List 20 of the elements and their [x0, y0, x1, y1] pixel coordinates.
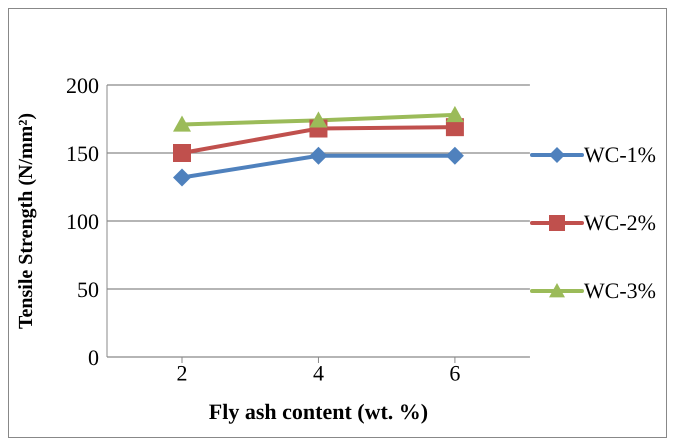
- y-tick-label: 0: [88, 344, 99, 370]
- point: [446, 106, 464, 122]
- legend-label: WC-1%: [584, 142, 656, 168]
- point: [173, 168, 191, 186]
- x-tick-label: 4: [312, 360, 324, 386]
- point: [309, 111, 328, 128]
- y-tick-label: 50: [77, 276, 99, 302]
- point: [173, 144, 191, 162]
- point: [446, 146, 464, 165]
- y-axis-title: Tensile Strength (N/mm²): [15, 113, 38, 329]
- y-tick-label: 150: [66, 140, 99, 166]
- y-tick-label: 100: [66, 208, 99, 234]
- legend-label: WC-2%: [584, 210, 656, 236]
- y-tick-label: 200: [66, 72, 99, 98]
- point: [173, 115, 191, 132]
- point: [309, 146, 328, 165]
- legend-label: WC-3%: [584, 278, 656, 304]
- x-axis-title: Fly ash content (wt. %): [208, 399, 428, 424]
- x-tick-label: 2: [176, 360, 188, 386]
- x-tick-label: 6: [449, 360, 460, 386]
